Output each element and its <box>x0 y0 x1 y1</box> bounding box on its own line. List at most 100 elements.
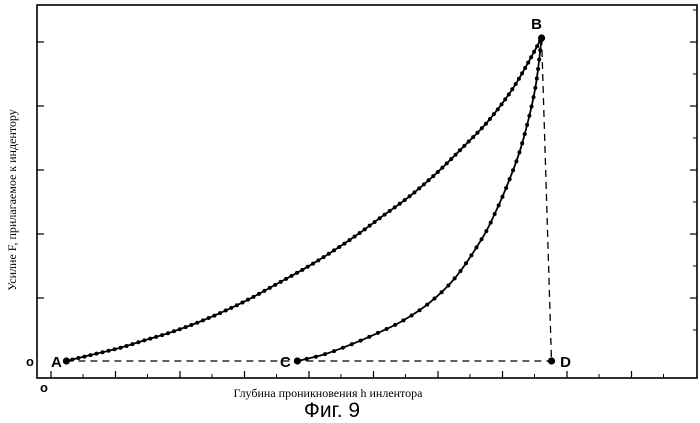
point-unloading <box>536 67 540 71</box>
point-loading <box>306 265 310 269</box>
point-loading <box>300 268 304 272</box>
point-loading <box>290 274 294 278</box>
point-unloading <box>459 269 463 273</box>
point-loading <box>427 178 431 182</box>
origin-label-y: o <box>26 354 34 369</box>
point-unloading <box>535 76 539 80</box>
point-loading <box>251 295 255 299</box>
point-loading <box>125 344 129 348</box>
origin-label-x: o <box>40 380 48 395</box>
x-axis-label: Глубина проникновения h инлентора <box>234 386 424 400</box>
point-unloading <box>530 104 534 108</box>
point-unloading <box>475 245 479 249</box>
point-unloading <box>517 150 521 154</box>
curve-unloading <box>297 38 541 361</box>
guide-BD <box>542 38 552 361</box>
point-unloading <box>376 331 380 335</box>
point-loading <box>268 286 272 290</box>
point-loading <box>257 292 261 296</box>
point-unloading <box>410 313 414 317</box>
point-unloading <box>514 159 518 163</box>
plot-border <box>37 5 697 378</box>
point-unloading <box>511 168 515 172</box>
point-unloading <box>393 323 397 327</box>
point-loading <box>262 289 266 293</box>
point-loading <box>383 213 387 217</box>
point-loading <box>503 97 507 101</box>
point-loading <box>348 238 352 242</box>
point-unloading <box>537 58 541 62</box>
point-label-d: D <box>560 354 571 371</box>
point-unloading <box>533 86 537 90</box>
point-loading <box>445 161 449 165</box>
point-loading <box>172 329 176 333</box>
point-unloading <box>341 346 345 350</box>
point-loading <box>88 353 92 357</box>
point-loading <box>95 352 99 356</box>
point-loading <box>514 82 518 86</box>
point-loading <box>119 346 123 350</box>
point-loading <box>417 186 421 190</box>
point-unloading <box>480 237 484 241</box>
point-loading <box>422 182 426 186</box>
point-loading <box>337 245 341 249</box>
point-loading <box>195 321 199 325</box>
point-d <box>548 357 555 364</box>
point-loading <box>520 71 524 75</box>
point-unloading <box>493 212 497 216</box>
point-loading <box>358 231 362 235</box>
point-unloading <box>523 132 527 136</box>
point-unloading <box>305 357 309 361</box>
point-loading <box>488 117 492 121</box>
point-loading <box>462 144 466 148</box>
figure-caption: Фиг. 9 <box>304 399 360 422</box>
point-unloading <box>453 276 457 280</box>
point-loading <box>76 356 80 360</box>
point-loading <box>273 283 277 287</box>
point-label-a: A <box>51 354 62 371</box>
point-unloading <box>359 339 363 343</box>
point-loading <box>412 190 416 194</box>
point-loading <box>295 271 299 275</box>
point-unloading <box>332 349 336 353</box>
y-axis-label: Усилие F, прилагаемое к индентору <box>5 109 19 291</box>
point-loading <box>240 300 244 304</box>
point-loading <box>279 280 283 284</box>
point-loading <box>101 350 105 354</box>
point-loading <box>332 248 336 252</box>
point-unloading <box>446 284 450 288</box>
point-unloading <box>440 290 444 294</box>
point-unloading <box>464 261 468 265</box>
point-loading <box>492 112 496 116</box>
point-unloading <box>525 123 529 127</box>
point-loading <box>526 61 530 65</box>
point-unloading <box>425 303 429 307</box>
point-unloading <box>508 177 512 181</box>
point-unloading <box>527 114 531 118</box>
point-loading <box>130 342 134 346</box>
point-unloading <box>418 308 422 312</box>
point-loading <box>353 235 357 239</box>
point-loading <box>207 316 211 320</box>
point-loading <box>363 227 367 231</box>
point-unloading <box>401 318 405 322</box>
point-loading <box>449 157 453 161</box>
point-loading <box>500 102 504 106</box>
point-loading <box>532 50 536 54</box>
point-loading <box>178 327 182 331</box>
point-loading <box>467 140 471 144</box>
point-loading <box>229 306 233 310</box>
point-loading <box>373 220 377 224</box>
data-markers <box>64 39 543 363</box>
point-unloading <box>350 342 354 346</box>
point-unloading <box>367 335 371 339</box>
point-loading <box>246 298 250 302</box>
point-loading <box>142 338 146 342</box>
point-unloading <box>532 95 536 99</box>
point-loading <box>440 166 444 170</box>
point-loading <box>136 340 140 344</box>
point-loading <box>82 355 86 359</box>
dashed-guides <box>66 38 551 361</box>
point-label-c: C <box>280 354 291 371</box>
